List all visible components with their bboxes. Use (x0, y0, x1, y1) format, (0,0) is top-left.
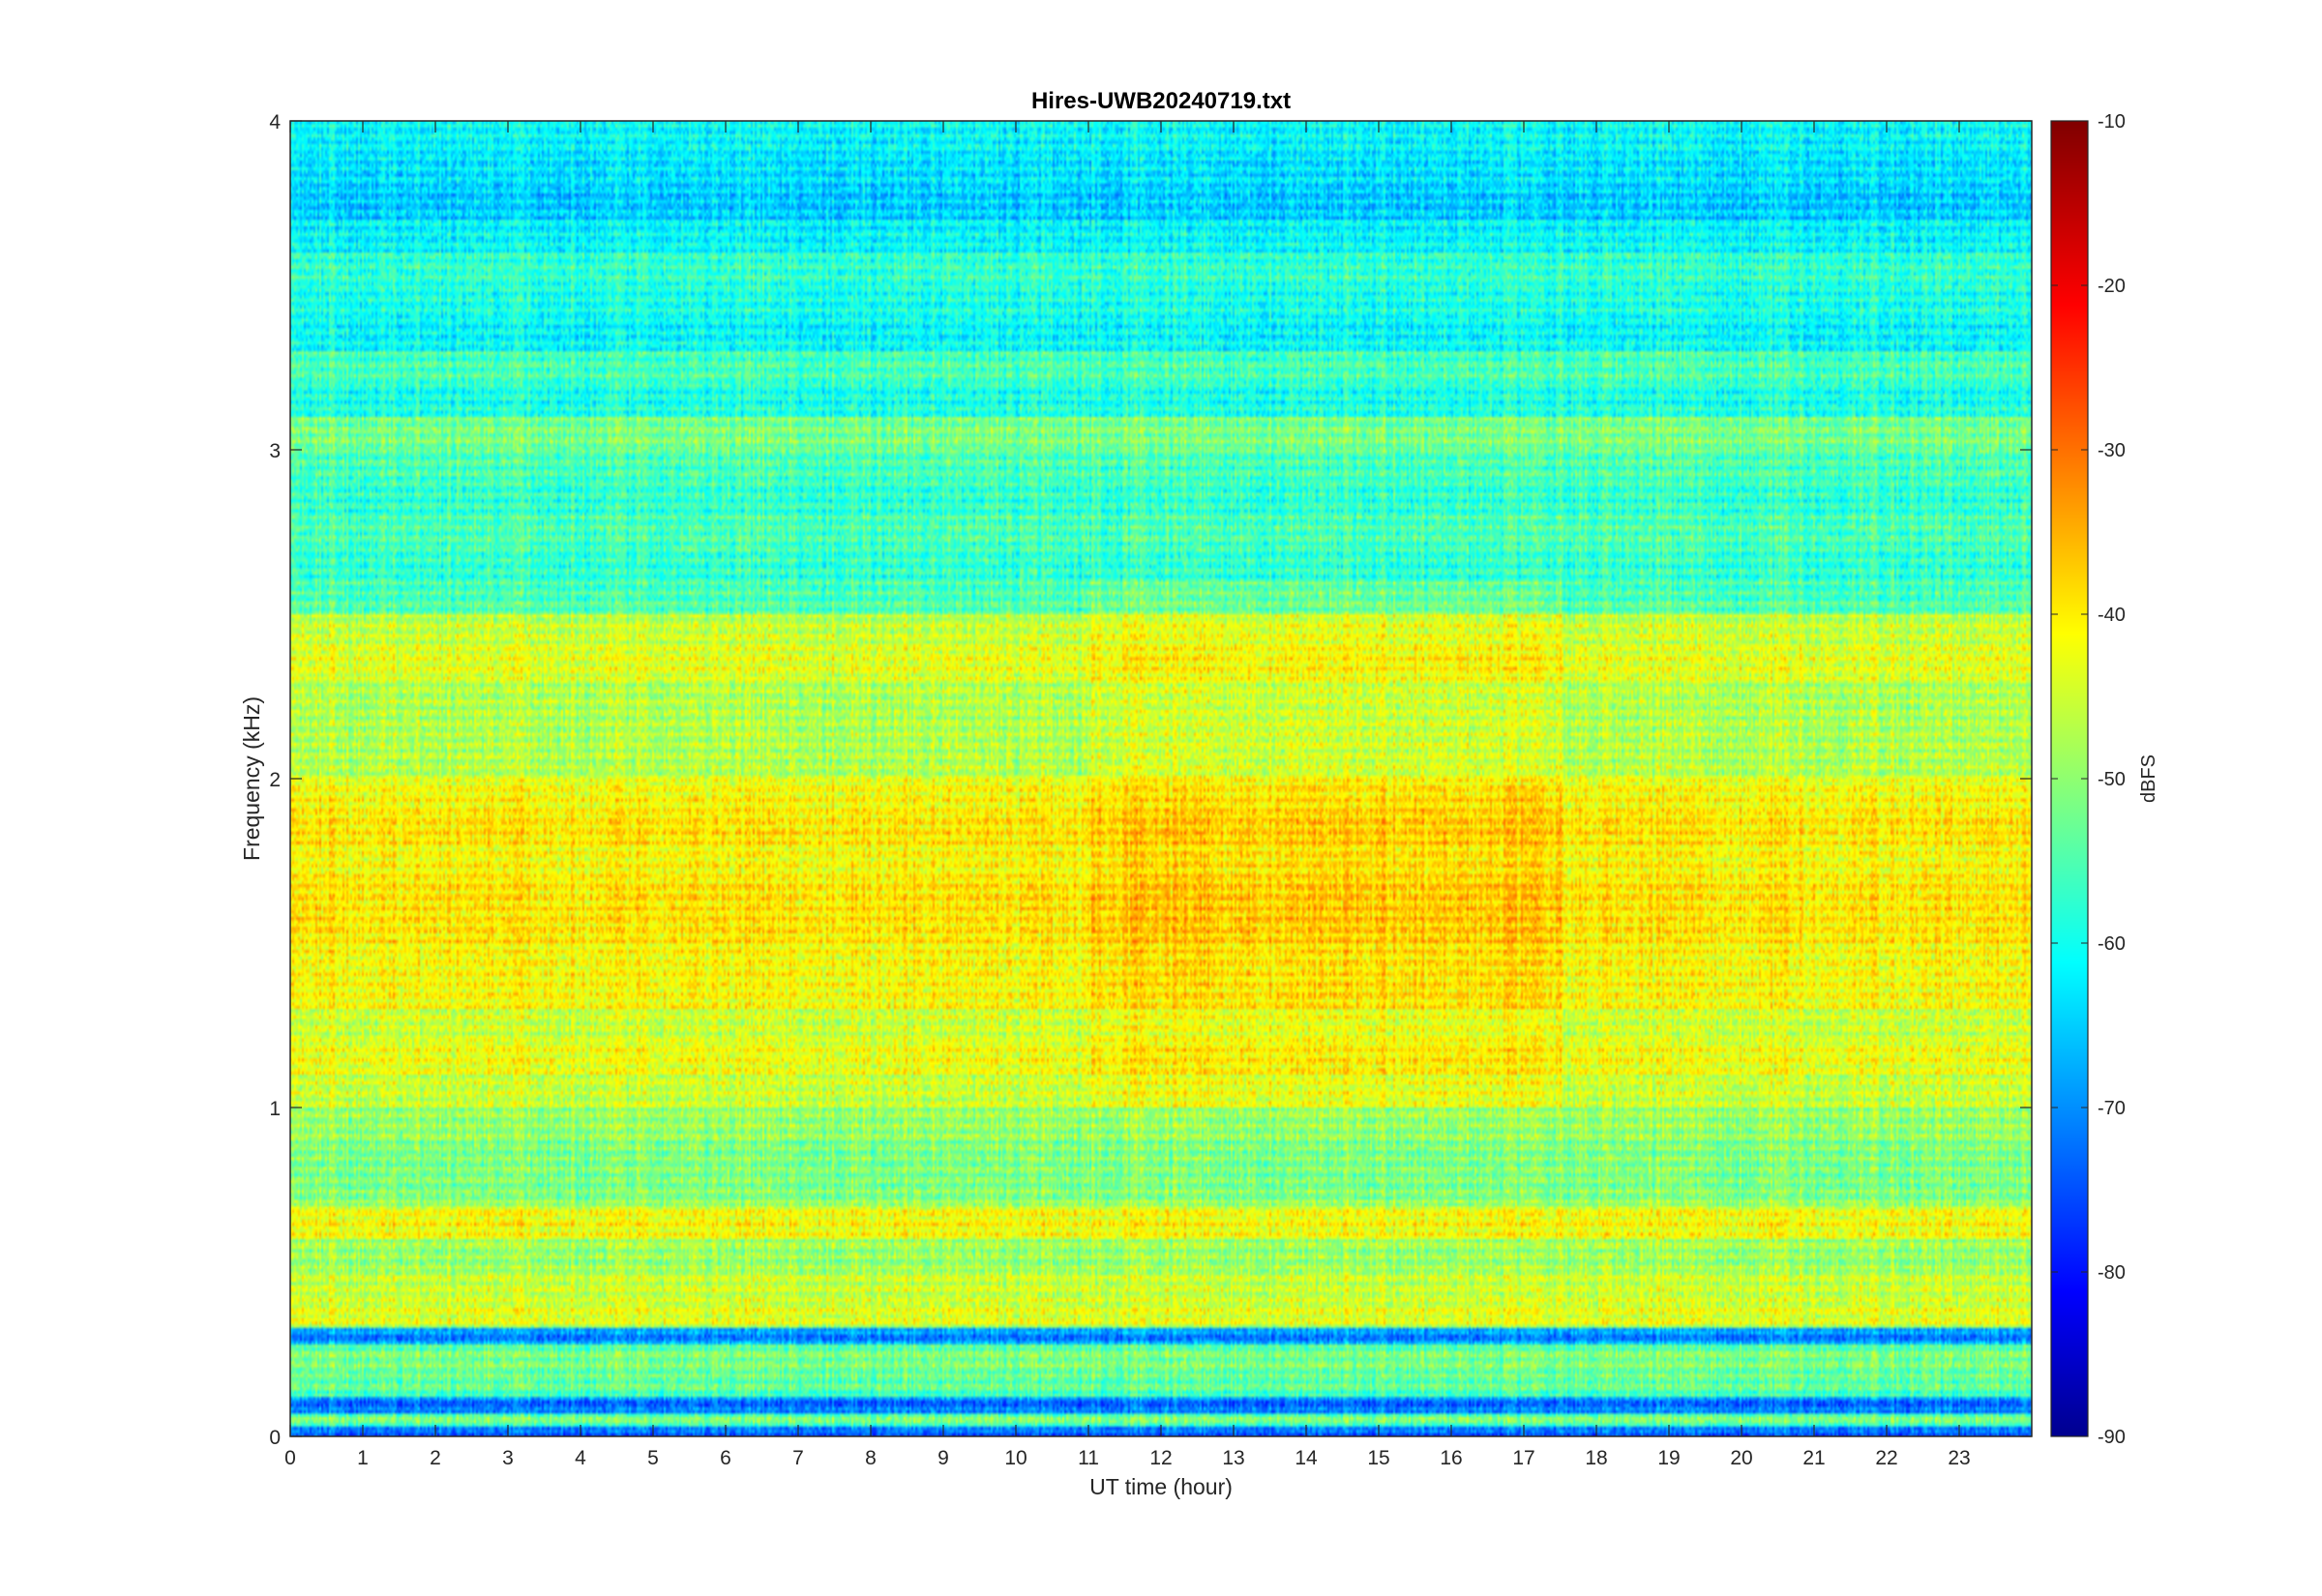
x-tick-label: 18 (1585, 1447, 1607, 1469)
x-tick-label: 5 (647, 1447, 659, 1469)
x-tick-label: 16 (1440, 1447, 1462, 1469)
spectrogram-heatmap (290, 121, 2032, 1436)
colorbar-tick-label: -70 (2098, 1098, 2126, 1119)
x-tick-label: 13 (1222, 1447, 1244, 1469)
x-tick-label: 19 (1657, 1447, 1680, 1469)
colorbar-ticks: -10 -20 -30 -40 -50 -60 -70 -80 -90 (2051, 111, 2126, 1448)
y-tick-label: 3 (269, 440, 281, 462)
y-axis-label: Frequency (kHz) (239, 696, 264, 861)
colorbar-tick-label: -90 (2098, 1427, 2126, 1448)
x-tick-label: 22 (1875, 1447, 1897, 1469)
y-tick-label: 2 (269, 769, 281, 791)
x-tick-label: 12 (1149, 1447, 1172, 1469)
x-axis-ticks: 0 1 2 3 4 5 6 7 8 9 10 11 12 13 14 15 16 17 18 19 20 21 22 23 (284, 121, 1971, 1469)
x-tick-label: 2 (430, 1447, 441, 1469)
colorbar-tick-label: -60 (2098, 933, 2126, 955)
x-tick-label: 15 (1367, 1447, 1389, 1469)
x-tick-label: 17 (1512, 1447, 1534, 1469)
x-tick-label: 9 (938, 1447, 949, 1469)
colorbar-tick-label: -40 (2098, 605, 2126, 626)
x-tick-label: 11 (1078, 1447, 1099, 1469)
colorbar-tick-label: -20 (2098, 276, 2126, 297)
colorbar-tick-label: -10 (2098, 111, 2126, 133)
x-tick-label: 4 (575, 1447, 586, 1469)
x-tick-label: 3 (502, 1447, 514, 1469)
spectrogram-plot (289, 120, 2033, 1437)
x-tick-label: 23 (1948, 1447, 1970, 1469)
colorbar-tick-label: -30 (2098, 440, 2126, 461)
colorbar-tick-label: -50 (2098, 769, 2126, 790)
chart-title: Hires-UWB20240719.txt (1031, 88, 1291, 114)
x-tick-label: 20 (1730, 1447, 1752, 1469)
colorbar: -10 -20 -30 -40 -50 -60 -70 -80 -90 dBFS (2050, 111, 2159, 1448)
y-tick-label: 0 (269, 1427, 281, 1449)
x-tick-label: 21 (1802, 1447, 1825, 1469)
x-tick-label: 6 (720, 1447, 731, 1469)
x-tick-label: 7 (792, 1447, 804, 1469)
x-tick-label: 10 (1004, 1447, 1027, 1469)
colorbar-label: dBFS (2138, 754, 2159, 803)
x-tick-label: 1 (357, 1447, 369, 1469)
y-axis-ticks: 0 1 2 3 4 (269, 111, 2032, 1449)
y-tick-label: 1 (269, 1098, 281, 1120)
x-tick-label: 14 (1295, 1447, 1318, 1469)
x-tick-label: 0 (284, 1447, 296, 1469)
x-axis-label: UT time (hour) (1089, 1474, 1233, 1499)
x-tick-label: 8 (865, 1447, 877, 1469)
colorbar-tick-label: -80 (2098, 1262, 2126, 1284)
y-tick-label: 4 (269, 111, 281, 133)
